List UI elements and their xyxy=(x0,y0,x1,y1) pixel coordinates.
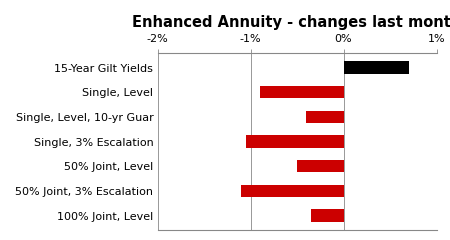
Bar xyxy=(241,185,343,197)
Bar xyxy=(260,86,343,98)
Bar xyxy=(246,135,343,148)
Bar xyxy=(297,160,343,172)
Bar xyxy=(311,210,343,222)
Bar xyxy=(306,111,343,123)
Title: Enhanced Annuity - changes last month: Enhanced Annuity - changes last month xyxy=(132,15,450,30)
Bar xyxy=(343,61,409,74)
